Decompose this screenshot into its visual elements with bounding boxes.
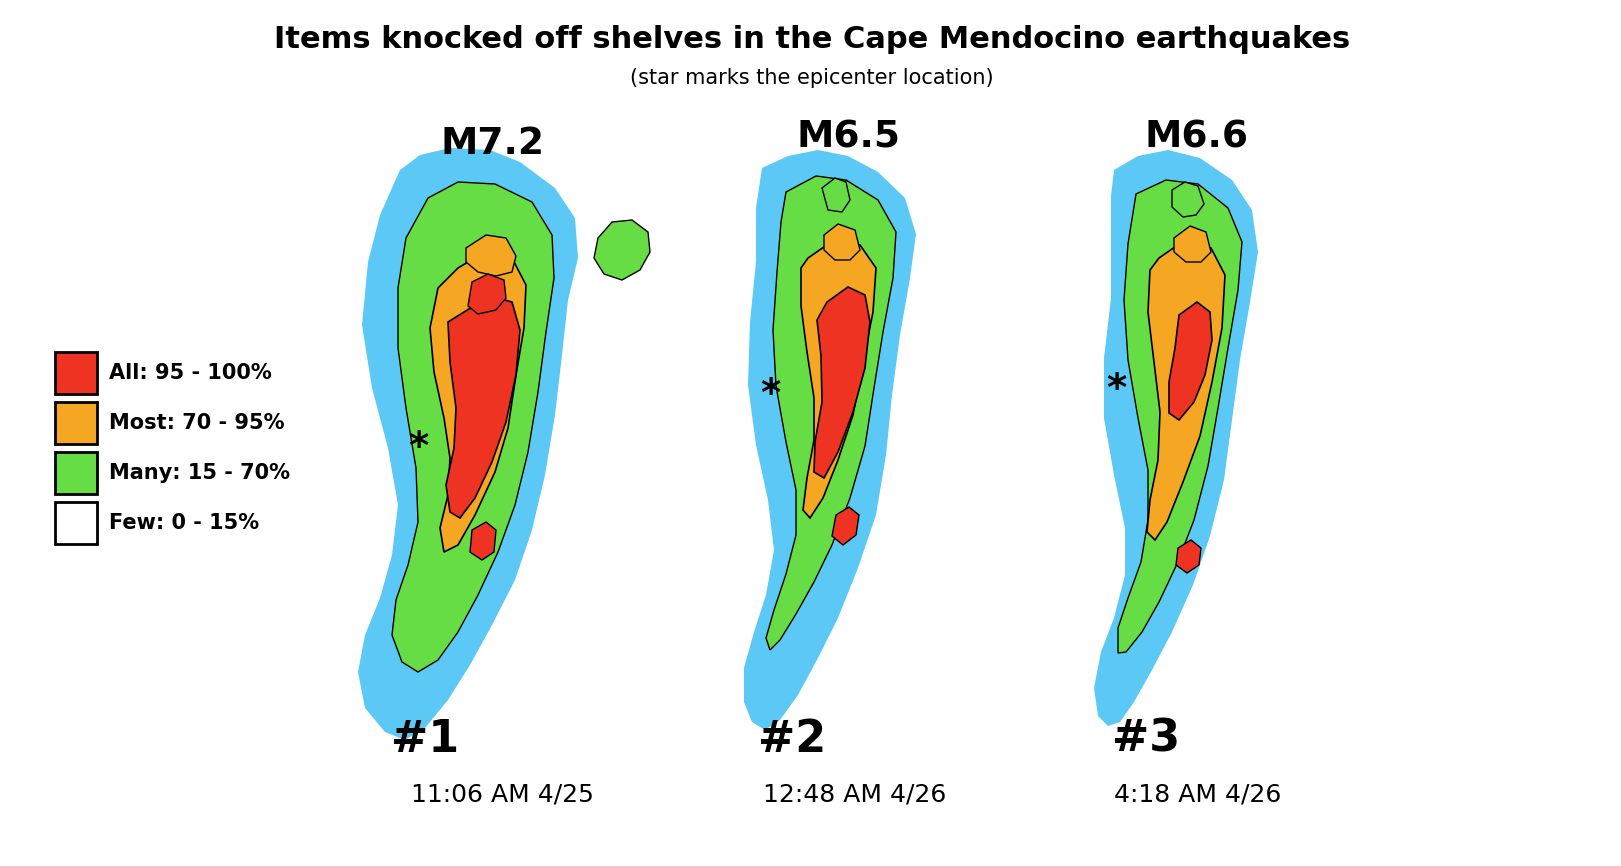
Text: Most: 70 - 95%: Most: 70 - 95% [109,413,285,433]
Polygon shape [801,240,875,518]
Polygon shape [470,522,496,560]
Polygon shape [1118,180,1242,653]
FancyBboxPatch shape [55,452,97,494]
FancyBboxPatch shape [55,502,97,544]
Polygon shape [358,148,579,740]
Polygon shape [814,287,870,478]
Text: Items knocked off shelves in the Cape Mendocino earthquakes: Items knocked off shelves in the Cape Me… [274,25,1350,54]
Text: #1: #1 [391,718,459,761]
Polygon shape [1175,540,1201,573]
Polygon shape [1169,302,1213,420]
FancyBboxPatch shape [55,402,97,444]
Text: Few: 0 - 15%: Few: 0 - 15% [109,513,259,533]
Polygon shape [1148,240,1225,540]
Text: #3: #3 [1112,718,1180,761]
Polygon shape [1172,182,1204,217]
Text: *: * [760,376,780,414]
Text: 4:18 AM 4/26: 4:18 AM 4/26 [1114,782,1282,806]
Polygon shape [823,224,861,260]
Polygon shape [744,150,916,730]
Polygon shape [446,296,520,518]
Polygon shape [392,182,554,672]
Text: *: * [1106,371,1127,409]
Polygon shape [465,235,515,276]
Polygon shape [593,220,650,280]
Polygon shape [832,507,859,545]
Polygon shape [430,252,525,552]
Polygon shape [1174,226,1211,262]
Text: M7.2: M7.2 [439,126,545,162]
Text: All: 95 - 100%: All: 95 - 100% [109,363,272,383]
Text: 11:06 AM 4/25: 11:06 AM 4/25 [410,782,593,806]
Polygon shape [1094,150,1258,726]
Text: *: * [408,429,428,467]
Text: M6.5: M6.5 [796,119,900,155]
Polygon shape [767,176,896,650]
Text: M6.6: M6.6 [1144,119,1248,155]
FancyBboxPatch shape [55,352,97,394]
Polygon shape [822,178,849,212]
Text: #2: #2 [759,718,827,761]
Text: (star marks the epicenter location): (star marks the epicenter location) [631,68,994,88]
Text: Many: 15 - 70%: Many: 15 - 70% [109,463,290,483]
Text: 12:48 AM 4/26: 12:48 AM 4/26 [763,782,947,806]
Polygon shape [468,274,506,314]
